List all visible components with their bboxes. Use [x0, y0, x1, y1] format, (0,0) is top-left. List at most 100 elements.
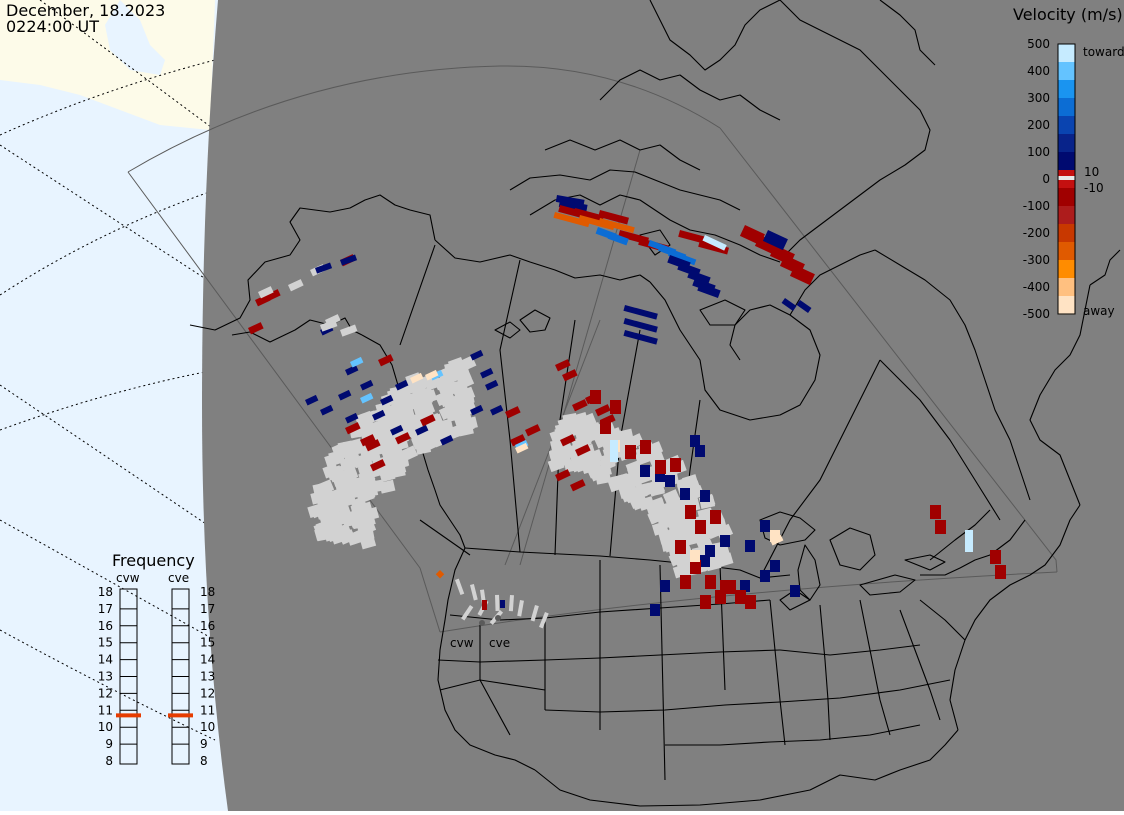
frequency-scale-label-left: 13	[98, 670, 113, 684]
frequency-scale-label-left: 14	[98, 653, 113, 667]
range-cell	[389, 385, 406, 400]
range-cell	[324, 452, 341, 468]
velocity-cell	[965, 530, 973, 552]
velocity-cell	[705, 575, 716, 589]
range-cell	[317, 479, 335, 495]
frequency-scale-label-left: 9	[105, 737, 113, 751]
ocean-inlet	[105, 0, 165, 75]
velocity-cell	[510, 434, 526, 447]
range-cell	[648, 496, 666, 513]
velocity-cell	[760, 520, 770, 532]
frequency-scale-label-left: 16	[98, 619, 113, 633]
colorbar-away-label: away	[1083, 304, 1115, 318]
frequency-scale-label-right: 13	[200, 670, 215, 684]
frequency-scale-label-left: 15	[98, 636, 113, 650]
frequency-panel: Frequency cvw cve 18 18 17 17 16 16 15 15 14 14 13…	[98, 551, 216, 768]
colorbar-swatch	[1058, 296, 1075, 315]
range-cell	[328, 465, 345, 481]
range-cell	[393, 454, 410, 469]
colorbar-swatches	[1058, 44, 1075, 315]
frequency-scale-label-right: 12	[200, 686, 215, 700]
velocity-cell	[607, 232, 629, 246]
range-cell	[357, 458, 375, 474]
frequency-radar-cvw: cvw	[116, 571, 140, 585]
frequency-scale-label-right: 14	[200, 653, 215, 667]
velocity-cell	[360, 434, 376, 447]
velocity-cell	[350, 356, 364, 368]
range-cell	[418, 401, 436, 417]
velocity-cell	[560, 434, 576, 447]
range-cell	[586, 462, 604, 479]
colorbar-title: Velocity (m/s)	[1013, 5, 1123, 24]
daylight-land	[0, 0, 215, 130]
range-cell	[457, 418, 475, 434]
velocity-cell	[569, 479, 586, 492]
range-cell	[315, 519, 333, 535]
velocity-cell	[345, 364, 359, 376]
range-cell	[339, 456, 357, 472]
velocity-cell	[598, 218, 635, 234]
velocity-cell	[995, 565, 1006, 579]
frequency-scale-label-right: 18	[200, 585, 215, 599]
radar-cell	[508, 595, 514, 612]
radar-site-cve	[495, 615, 501, 621]
velocity-cells	[248, 194, 1006, 629]
frequency-scale-label-right: 10	[200, 720, 215, 734]
frequency-scale-label-right: 11	[200, 703, 215, 717]
velocity-cell	[610, 400, 621, 414]
colorbar-swatch	[1058, 152, 1075, 171]
velocity-cell	[781, 298, 797, 311]
frequency-scale-label-left: 12	[98, 686, 113, 700]
range-cell	[634, 450, 652, 466]
velocity-cell	[710, 510, 721, 524]
velocity-cell	[338, 389, 352, 401]
velocity-cell	[365, 439, 381, 452]
velocity-cell	[339, 324, 358, 337]
range-cell	[315, 493, 333, 510]
velocity-cell	[690, 550, 700, 562]
colorbar-swatch	[1058, 224, 1075, 243]
velocity-cell	[697, 282, 721, 299]
velocity-cell	[265, 289, 281, 302]
velocity-cell	[470, 349, 484, 361]
velocity-cell	[680, 575, 691, 589]
velocity-cell	[594, 404, 611, 417]
velocity-cell	[796, 300, 812, 313]
velocity-cell	[554, 359, 571, 372]
velocity-cell	[720, 535, 730, 547]
range-cell	[399, 413, 418, 429]
colorbar-swatch	[1058, 116, 1075, 135]
range-cell	[415, 436, 433, 452]
velocity-cell	[705, 545, 715, 557]
velocity-cell	[725, 580, 736, 594]
velocity-cell	[660, 580, 670, 592]
velocity-cell	[370, 459, 386, 472]
frequency-scale-label-left: 11	[98, 703, 113, 717]
velocity-cell	[655, 460, 666, 474]
range-cell	[620, 486, 638, 503]
velocity-cell	[735, 590, 746, 604]
velocity-cell	[640, 440, 651, 454]
velocity-cell	[315, 262, 333, 274]
range-cell	[339, 492, 357, 508]
velocity-cell	[578, 215, 615, 231]
radar-site-cvw	[479, 620, 485, 626]
velocity-cell	[665, 475, 675, 487]
range-cell	[348, 528, 367, 545]
range-cell	[458, 391, 475, 405]
velocity-cell	[667, 249, 697, 266]
colorbar-swatch	[1058, 44, 1075, 63]
velocity-cell	[650, 604, 660, 616]
velocity-cell	[435, 570, 445, 579]
velocity-cell	[675, 540, 686, 554]
velocity-cell	[573, 208, 604, 223]
coastlines	[189, 0, 1121, 807]
colorbar-tick-label: 100	[1027, 145, 1050, 159]
radar-cell	[470, 584, 478, 601]
velocity-cell	[655, 470, 665, 482]
radar-cell	[495, 594, 500, 611]
range-cell	[672, 563, 690, 579]
range-cell	[660, 538, 678, 552]
colorbar-frame	[1057, 43, 1076, 315]
frequency-scale-label-left: 17	[98, 602, 113, 616]
